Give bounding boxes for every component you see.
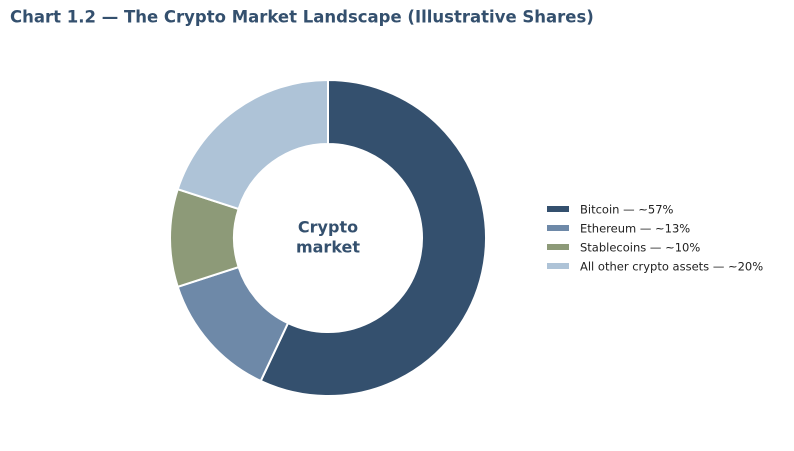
center-label: Crypto bbox=[298, 218, 358, 237]
legend-label: Ethereum — ~13% bbox=[580, 222, 690, 236]
legend-swatch bbox=[547, 225, 569, 231]
legend-label: All other crypto assets — ~20% bbox=[580, 260, 763, 274]
legend-swatch bbox=[547, 244, 569, 250]
center-label: market bbox=[296, 238, 360, 257]
chart-title: Chart 1.2 — The Crypto Market Landscape … bbox=[10, 8, 594, 27]
legend-swatch bbox=[547, 263, 569, 269]
donut-slice bbox=[176, 78, 329, 211]
legend-swatch bbox=[547, 206, 569, 212]
donut-slice bbox=[259, 78, 487, 397]
legend-label: Bitcoin — ~57% bbox=[580, 203, 674, 217]
legend-label: Stablecoins — ~10% bbox=[580, 241, 700, 255]
